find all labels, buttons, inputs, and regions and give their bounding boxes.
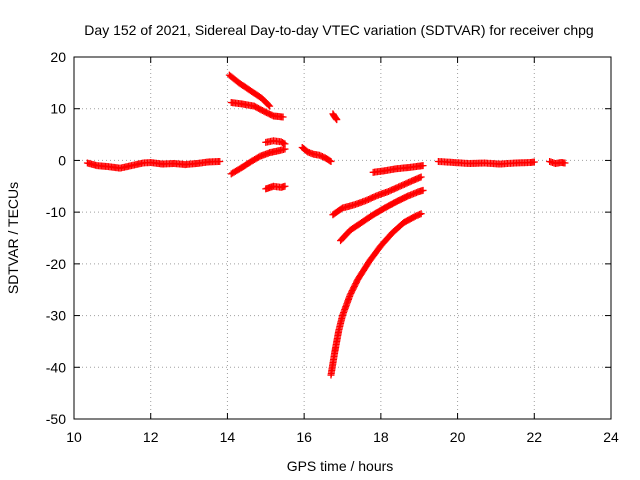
series-arc-13 bbox=[434, 157, 538, 168]
x-tick-label: 12 bbox=[143, 429, 159, 445]
data-points bbox=[83, 71, 569, 379]
y-tick-label: -30 bbox=[46, 308, 66, 324]
series-arc-12 bbox=[369, 162, 427, 176]
data-point bbox=[417, 210, 425, 218]
series-arc-10 bbox=[337, 186, 427, 245]
x-tick-label: 18 bbox=[373, 429, 389, 445]
axis-ticks: 10 12 14 16 18 20 22 24 -50 -40 -30 -20 -10 0 10 20 bbox=[46, 49, 619, 445]
series-arc-11 bbox=[329, 173, 425, 219]
data-point bbox=[333, 116, 341, 124]
data-point bbox=[280, 139, 288, 147]
y-tick-label: -50 bbox=[46, 411, 66, 427]
y-tick-label: 20 bbox=[50, 49, 66, 65]
x-axis-label: GPS time / hours bbox=[287, 458, 394, 474]
data-point bbox=[419, 186, 427, 194]
series-arc-14 bbox=[546, 157, 569, 168]
series-arc-6 bbox=[262, 182, 289, 193]
data-point bbox=[279, 113, 287, 121]
data-point bbox=[266, 102, 274, 110]
series-arc-8 bbox=[329, 110, 341, 124]
x-tick-label: 20 bbox=[450, 429, 466, 445]
y-tick-label: -10 bbox=[46, 204, 66, 220]
series-arc-5 bbox=[262, 137, 289, 148]
y-tick-label: -40 bbox=[46, 359, 66, 375]
data-point bbox=[281, 140, 289, 148]
x-tick-label: 24 bbox=[603, 429, 619, 445]
data-point bbox=[419, 162, 427, 170]
x-tick-label: 16 bbox=[296, 429, 312, 445]
y-tick-label: 0 bbox=[58, 152, 66, 168]
series-arc-7 bbox=[298, 144, 335, 165]
data-point bbox=[265, 101, 273, 109]
y-tick-label: -20 bbox=[46, 256, 66, 272]
series-arc-3 bbox=[227, 99, 287, 121]
series-arc-2 bbox=[225, 71, 274, 110]
series-arc-1 bbox=[83, 157, 224, 172]
data-point bbox=[530, 158, 538, 166]
plot-frame bbox=[73, 56, 612, 420]
x-tick-label: 22 bbox=[526, 429, 542, 445]
data-point bbox=[281, 182, 289, 190]
data-point bbox=[327, 157, 335, 165]
x-tick-label: 14 bbox=[220, 429, 236, 445]
series-arc-9 bbox=[327, 210, 425, 379]
data-point bbox=[417, 173, 425, 181]
data-point bbox=[326, 157, 334, 165]
data-point bbox=[561, 159, 569, 167]
series-arc-4 bbox=[227, 145, 289, 178]
y-tick-label: 10 bbox=[50, 101, 66, 117]
data-point bbox=[216, 157, 224, 165]
x-tick-label: 10 bbox=[66, 429, 82, 445]
y-axis-label: SDTVAR / TECUs bbox=[5, 182, 21, 294]
chart-title: Day 152 of 2021, Sidereal Day-to-day VTE… bbox=[84, 22, 593, 38]
